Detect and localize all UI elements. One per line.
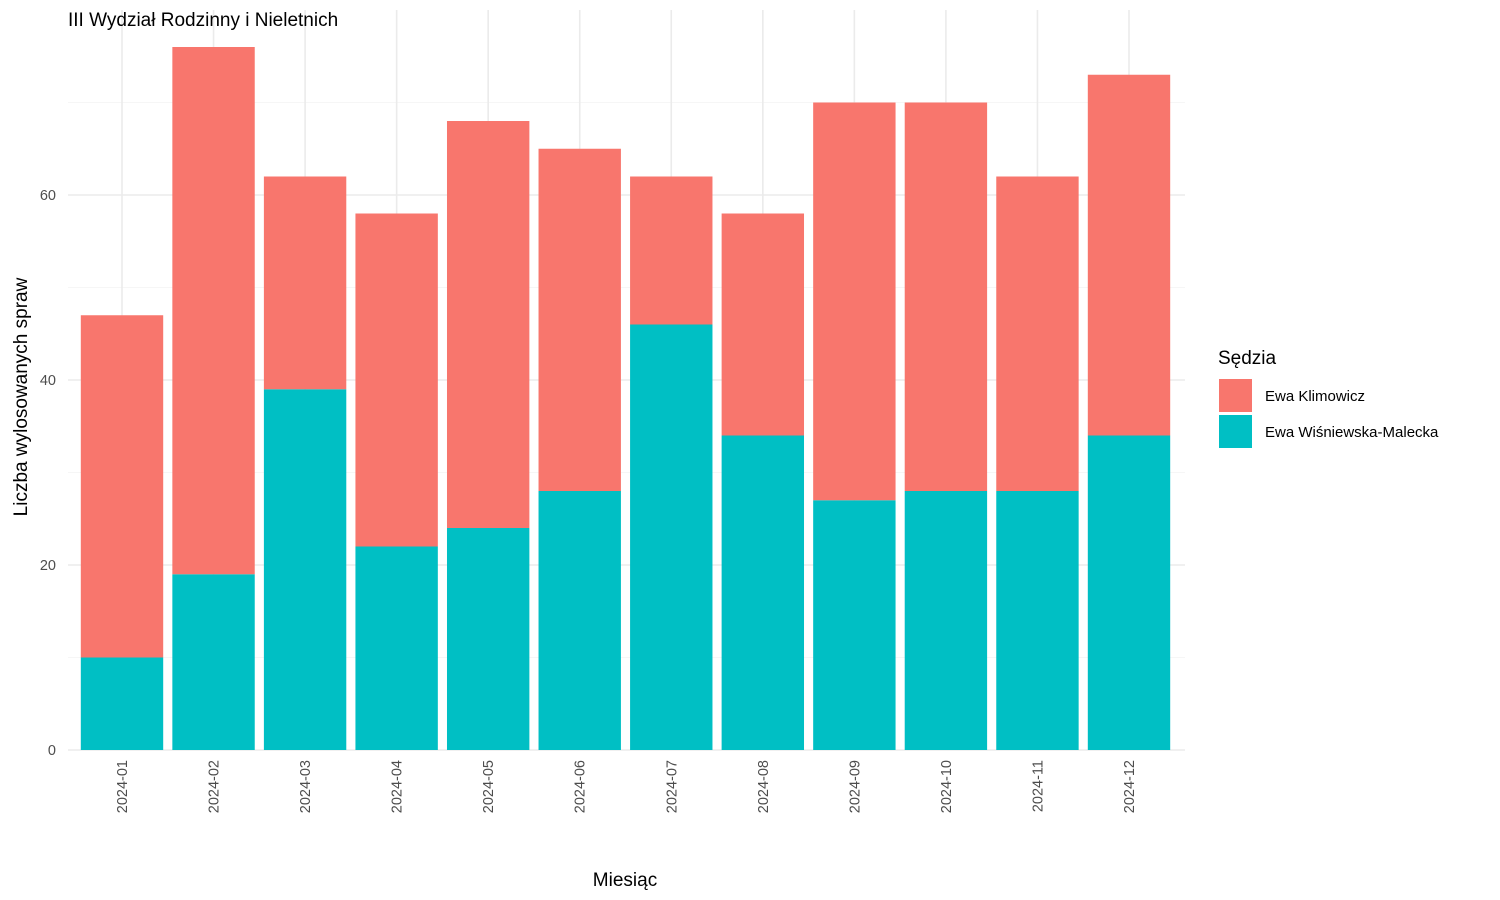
legend-swatch <box>1219 379 1252 412</box>
x-tick-label: 2024-05 <box>481 760 497 813</box>
x-tick-label: 2024-11 <box>1030 760 1046 812</box>
y-tick-label: 0 <box>48 743 56 759</box>
y-axis-title: Liczba wylosowanych spraw <box>11 277 32 516</box>
bar-segment <box>813 102 896 501</box>
x-axis-ticks: 2024-01 2024-02 2024-03 2024-04 2024-05 2024-… <box>115 760 1138 813</box>
x-tick-label: 2024-07 <box>664 760 680 813</box>
x-tick-label: 2024-02 <box>207 760 223 813</box>
bar-segment <box>446 528 530 750</box>
bar-segment <box>630 176 713 325</box>
bar-segment <box>630 324 713 750</box>
legend: Sędzia Ewa Klimowicz Ewa Wiśniewska-Malec… <box>1218 348 1439 448</box>
legend-title: Sędzia <box>1218 348 1277 369</box>
bar-segment <box>172 47 255 575</box>
bar-segment <box>538 491 621 750</box>
bar-segment <box>904 491 988 750</box>
bar-segment <box>721 213 805 436</box>
bar-segment <box>263 389 347 750</box>
bar-segment <box>996 491 1079 750</box>
bar-segment <box>263 176 347 390</box>
x-tick-label: 2024-12 <box>1122 760 1138 813</box>
x-axis-title: Miesiąc <box>593 870 657 891</box>
bar-segment <box>80 315 164 658</box>
x-tick-label: 2024-09 <box>847 760 863 813</box>
x-tick-label: 2024-03 <box>298 760 314 813</box>
bar-segment <box>80 657 164 750</box>
legend-label: Ewa Klimowicz <box>1265 388 1365 405</box>
bar-segment <box>172 574 255 750</box>
y-tick-label: 20 <box>40 558 56 574</box>
legend-swatch <box>1219 415 1252 448</box>
x-tick-label: 2024-08 <box>756 760 772 813</box>
x-tick-label: 2024-04 <box>390 760 406 813</box>
bars <box>80 47 1171 750</box>
legend-label: Ewa Wiśniewska-Malecka <box>1265 424 1439 441</box>
y-axis-ticks: 0 20 40 60 <box>40 188 56 759</box>
bar-segment <box>355 546 438 750</box>
bar-segment <box>355 213 438 547</box>
chart-title: III Wydział Rodzinny i Nieletnich <box>68 10 338 31</box>
bar-segment <box>446 121 530 528</box>
bar-segment <box>1087 435 1171 750</box>
bar-segment <box>813 500 896 750</box>
y-tick-label: 60 <box>40 188 56 204</box>
bar-segment <box>538 148 621 491</box>
x-tick-label: 2024-06 <box>573 760 589 813</box>
bar-segment <box>721 435 805 750</box>
y-tick-label: 40 <box>40 373 56 389</box>
bar-segment <box>996 176 1079 491</box>
x-tick-label: 2024-01 <box>115 760 131 813</box>
bar-segment <box>904 102 988 491</box>
x-tick-label: 2024-10 <box>939 760 955 813</box>
bar-segment <box>1087 74 1171 436</box>
